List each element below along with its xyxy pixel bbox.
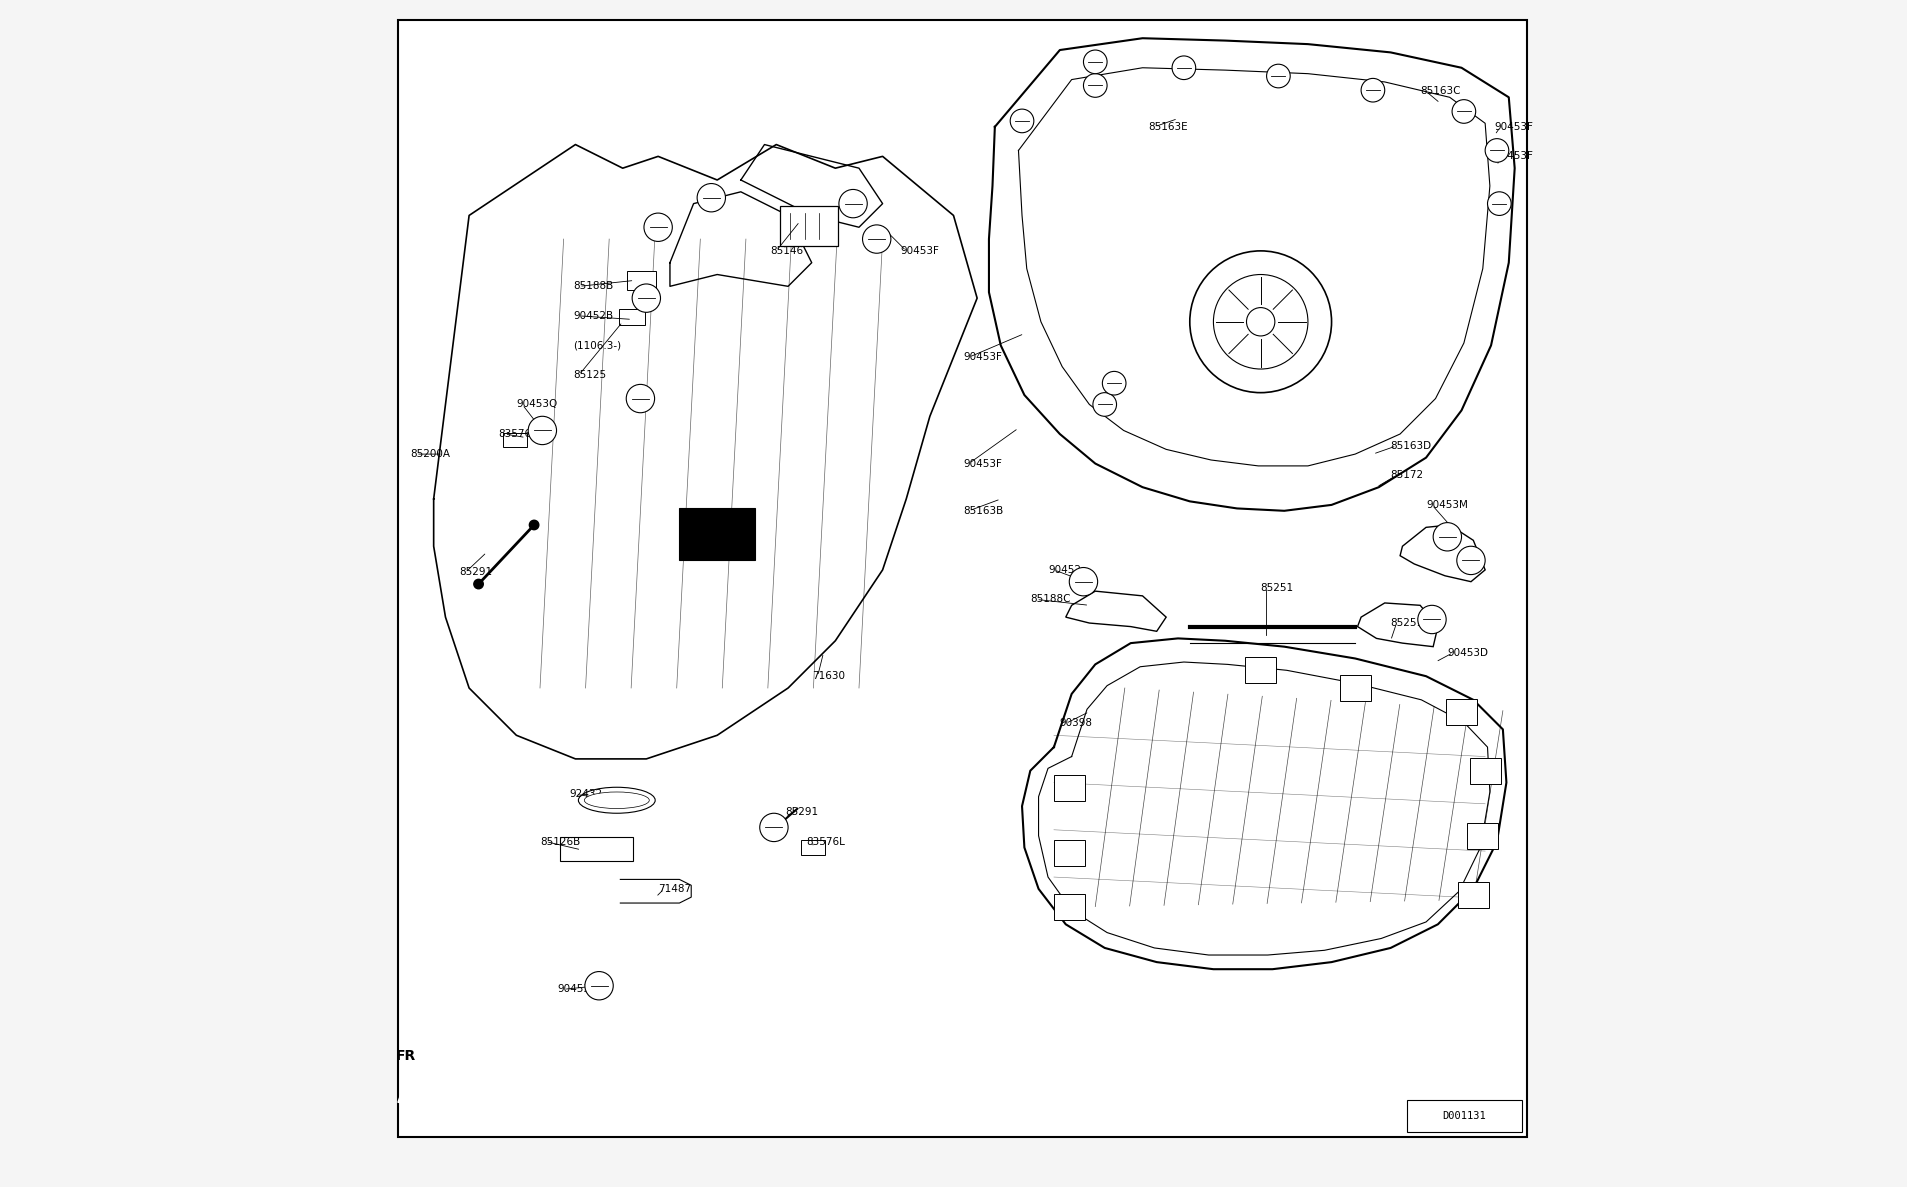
Text: 85163B: 85163B: [963, 506, 1003, 516]
Circle shape: [1070, 567, 1098, 596]
Text: 90452B: 90452B: [574, 311, 614, 320]
Text: 85163E: 85163E: [1148, 122, 1188, 132]
Text: 90453F: 90453F: [963, 458, 1001, 469]
Ellipse shape: [578, 787, 656, 813]
Text: 71487: 71487: [658, 884, 690, 894]
Text: 90453Q: 90453Q: [517, 400, 557, 410]
Text: 90453C: 90453C: [557, 984, 599, 995]
Circle shape: [1451, 100, 1476, 123]
Circle shape: [1083, 74, 1108, 97]
Circle shape: [1190, 250, 1331, 393]
Text: 83576L: 83576L: [807, 837, 845, 846]
Circle shape: [530, 520, 540, 529]
FancyBboxPatch shape: [620, 309, 645, 325]
Text: 92432: 92432: [570, 789, 603, 799]
Text: 85200A: 85200A: [410, 449, 450, 459]
FancyBboxPatch shape: [1245, 658, 1276, 684]
Circle shape: [1011, 109, 1034, 133]
FancyBboxPatch shape: [1055, 894, 1085, 920]
FancyBboxPatch shape: [1341, 675, 1371, 702]
FancyBboxPatch shape: [801, 840, 824, 855]
FancyBboxPatch shape: [1466, 823, 1499, 849]
Text: 71630: 71630: [812, 671, 845, 681]
FancyBboxPatch shape: [679, 508, 755, 560]
Circle shape: [473, 579, 482, 589]
Circle shape: [1102, 372, 1125, 395]
Text: 85188B: 85188B: [574, 281, 614, 291]
Text: 90453D: 90453D: [1447, 648, 1487, 658]
Text: 85291: 85291: [460, 567, 492, 577]
Circle shape: [1213, 274, 1308, 369]
Circle shape: [1417, 605, 1446, 634]
Text: 90453F: 90453F: [1495, 152, 1533, 161]
Polygon shape: [1400, 525, 1486, 582]
Circle shape: [698, 184, 725, 212]
Circle shape: [1083, 50, 1108, 74]
Circle shape: [1362, 78, 1384, 102]
Ellipse shape: [584, 792, 648, 808]
FancyBboxPatch shape: [1459, 882, 1489, 908]
FancyBboxPatch shape: [780, 207, 837, 246]
Text: 85146: 85146: [770, 246, 803, 256]
Text: 90453F: 90453F: [963, 353, 1001, 362]
Text: 90453F: 90453F: [900, 246, 940, 256]
Text: 85172: 85172: [1390, 470, 1425, 481]
FancyBboxPatch shape: [1446, 699, 1476, 724]
FancyArrowPatch shape: [399, 1080, 427, 1103]
Circle shape: [625, 385, 654, 413]
Polygon shape: [1358, 603, 1438, 647]
Text: FR: FR: [397, 1049, 416, 1064]
Circle shape: [631, 284, 660, 312]
Text: 90398: 90398: [1060, 718, 1093, 729]
Circle shape: [1093, 393, 1116, 417]
Circle shape: [1266, 64, 1291, 88]
FancyBboxPatch shape: [1470, 757, 1501, 783]
Text: 85125: 85125: [574, 370, 606, 380]
Text: 85163C: 85163C: [1421, 87, 1461, 96]
Circle shape: [1434, 522, 1461, 551]
Text: 85188C: 85188C: [1030, 595, 1072, 604]
FancyBboxPatch shape: [561, 837, 633, 861]
Text: (1106.3-): (1106.3-): [574, 341, 622, 350]
Text: 85251: 85251: [1261, 583, 1293, 592]
FancyBboxPatch shape: [1055, 840, 1085, 867]
Circle shape: [1247, 307, 1276, 336]
FancyBboxPatch shape: [503, 433, 526, 447]
Text: 83576R: 83576R: [498, 429, 540, 439]
Polygon shape: [1066, 591, 1167, 631]
Text: 85291: 85291: [786, 807, 818, 817]
Circle shape: [1173, 56, 1196, 80]
Circle shape: [759, 813, 788, 842]
Circle shape: [1487, 192, 1510, 215]
FancyBboxPatch shape: [627, 271, 656, 290]
Circle shape: [839, 190, 868, 217]
Text: 85251B: 85251B: [1390, 618, 1430, 628]
Circle shape: [1457, 546, 1486, 575]
Circle shape: [862, 224, 891, 253]
Circle shape: [528, 417, 557, 445]
Text: 90453F: 90453F: [1495, 122, 1533, 132]
Circle shape: [585, 972, 614, 999]
Circle shape: [645, 214, 673, 241]
Text: 85163D: 85163D: [1390, 440, 1432, 451]
Text: D001131: D001131: [1442, 1111, 1486, 1121]
FancyBboxPatch shape: [399, 20, 1526, 1137]
Text: 85126B: 85126B: [540, 837, 580, 846]
Text: 90453M: 90453M: [1426, 500, 1468, 510]
Circle shape: [1486, 139, 1508, 163]
Text: 90452: 90452: [1049, 565, 1081, 575]
FancyBboxPatch shape: [1407, 1100, 1522, 1132]
FancyBboxPatch shape: [1055, 775, 1085, 801]
